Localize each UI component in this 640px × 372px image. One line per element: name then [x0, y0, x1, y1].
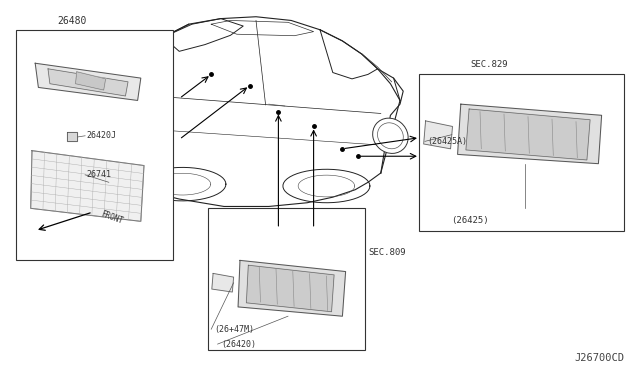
Bar [419, 74, 624, 231]
Text: (26420): (26420) [221, 340, 256, 349]
Text: 26480: 26480 [58, 16, 87, 26]
Bar [208, 208, 365, 350]
Polygon shape [76, 72, 106, 90]
Text: FRONT: FRONT [99, 209, 124, 226]
Text: (26425): (26425) [452, 216, 489, 225]
Polygon shape [458, 104, 602, 164]
Polygon shape [67, 132, 77, 141]
Ellipse shape [378, 123, 403, 149]
Polygon shape [424, 121, 452, 149]
Text: 26741: 26741 [86, 170, 111, 179]
Bar [16, 30, 173, 260]
Polygon shape [35, 63, 141, 100]
Polygon shape [212, 273, 234, 292]
Text: 26420J: 26420J [86, 131, 116, 140]
Text: (26425A): (26425A) [428, 137, 468, 146]
Ellipse shape [372, 118, 408, 153]
Text: SEC.809: SEC.809 [368, 248, 406, 257]
Text: SEC.829: SEC.829 [470, 60, 508, 69]
Polygon shape [246, 265, 334, 312]
Polygon shape [48, 69, 128, 96]
Polygon shape [31, 151, 144, 221]
Polygon shape [238, 260, 346, 316]
Text: J26700CD: J26700CD [574, 353, 624, 363]
Text: (26+47M): (26+47M) [214, 325, 255, 334]
Polygon shape [466, 109, 590, 160]
